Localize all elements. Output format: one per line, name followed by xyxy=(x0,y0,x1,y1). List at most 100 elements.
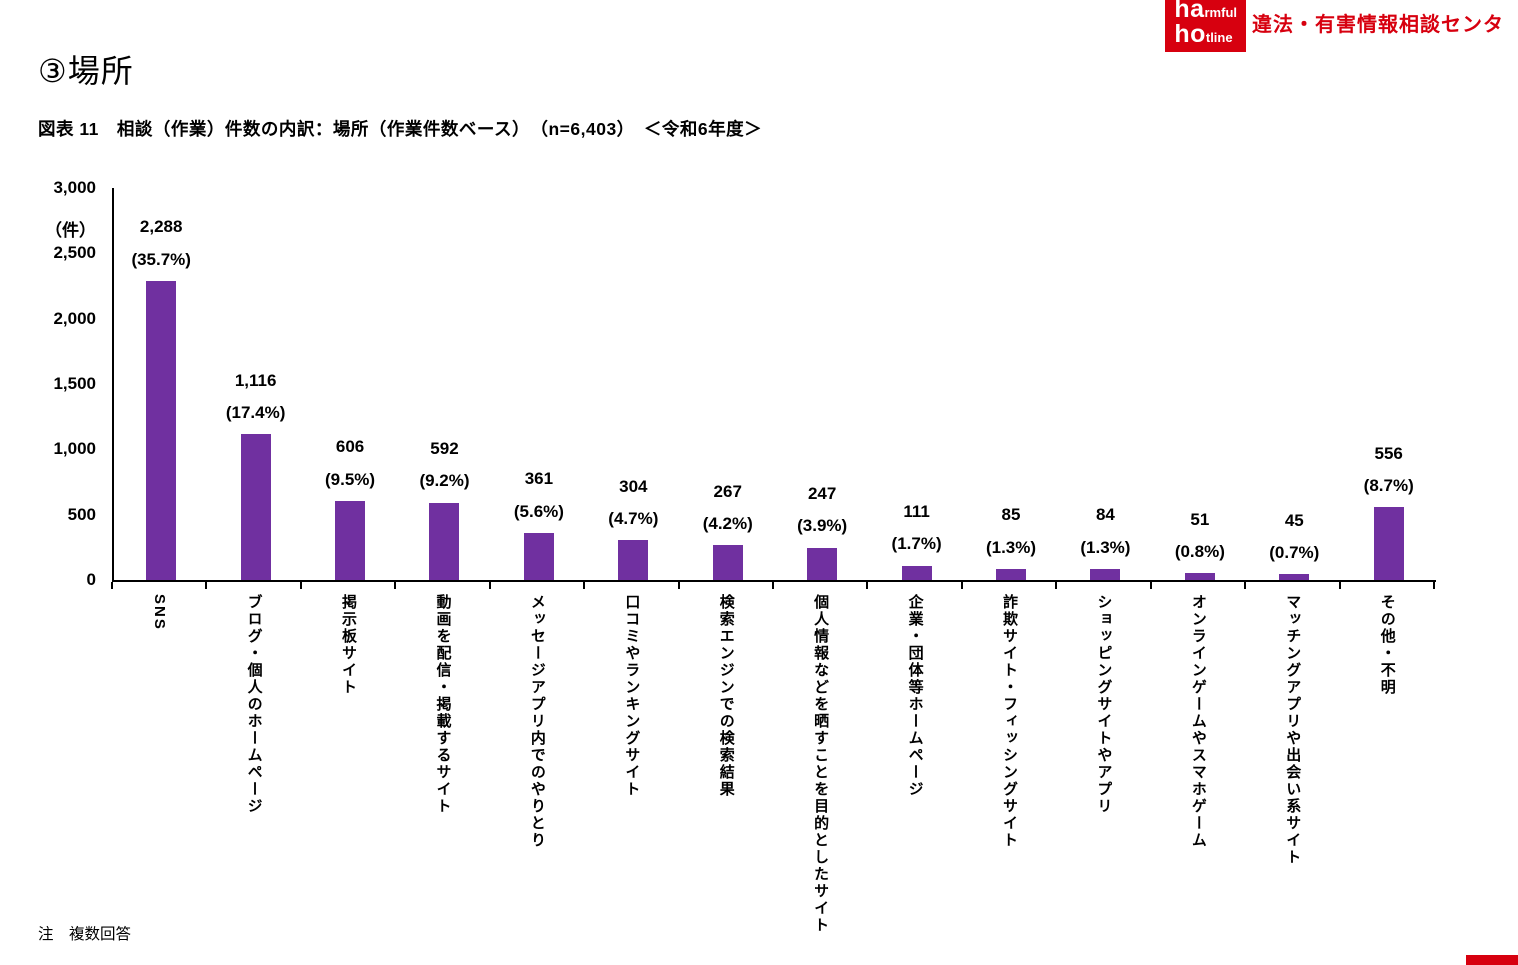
chart-column: 84 (1.3%) xyxy=(1058,188,1152,580)
logo-tline: tline xyxy=(1205,30,1233,45)
bar xyxy=(1279,574,1310,580)
x-tick-mark xyxy=(961,582,963,589)
bar-count: 267 xyxy=(713,481,742,501)
bar xyxy=(429,502,460,580)
bar-percent: (9.5%) xyxy=(325,469,376,489)
category-label: 動画を配信・掲載するサイト xyxy=(434,594,452,815)
bar-percent: (8.7%) xyxy=(1363,476,1414,496)
chart-column: 267 (4.2%) xyxy=(681,188,775,580)
bar xyxy=(901,565,932,580)
hotline-logo-mark: harmful hotline xyxy=(1165,0,1246,52)
bar-value-label: 51 (0.8%) xyxy=(1175,504,1225,569)
category-label: その他・不明 xyxy=(1378,594,1396,696)
y-tick-label: 2,500 xyxy=(53,243,96,263)
y-tick-label: 2,000 xyxy=(53,308,96,328)
x-tick-mark xyxy=(866,582,868,589)
category-label: 個人情報などを晒すことを目的としたサイト xyxy=(812,594,830,934)
bar-count: 606 xyxy=(335,437,365,457)
category-cell: ブログ・個人のホームページ xyxy=(206,582,300,815)
bar-value-label: 247 (3.9%) xyxy=(797,478,847,543)
chart-column: 556 (8.7%) xyxy=(1341,188,1435,580)
x-tick-mark xyxy=(1150,582,1152,589)
category-label: 口コミやランキングサイト xyxy=(623,594,641,798)
footnote: 注 複数回答 xyxy=(38,926,132,943)
bar-value-label: 85 (1.3%) xyxy=(986,499,1036,564)
category-cell: ショッピングサイトやアプリ xyxy=(1056,582,1150,815)
bar xyxy=(523,532,554,580)
bar-value-label: 45 (0.7%) xyxy=(1269,505,1319,570)
bar-percent: (4.2%) xyxy=(702,513,753,533)
category-cell: その他・不明 xyxy=(1339,582,1433,696)
logo-ha: ha xyxy=(1174,0,1205,23)
bar-value-label: 111 (1.7%) xyxy=(892,496,942,561)
bar xyxy=(712,545,743,580)
bar-value-label: 592 (9.2%) xyxy=(419,433,469,498)
y-tick-label: 500 xyxy=(67,504,96,524)
bar-percent: (3.9%) xyxy=(797,516,848,536)
category-label: 検索エンジンでの検索結果 xyxy=(717,594,735,798)
bar-percent: (0.8%) xyxy=(1174,542,1225,562)
category-cell: マッチングアプリや出会い系サイト xyxy=(1245,582,1339,866)
bar-percent: (0.7%) xyxy=(1269,542,1320,562)
bar-count: 2,288 xyxy=(139,217,183,237)
bar xyxy=(618,540,649,580)
chart-column: 2,288 (35.7%) xyxy=(114,188,208,580)
x-tick-mark xyxy=(772,582,774,589)
bar-percent: (35.7%) xyxy=(131,249,191,269)
category-cell: 動画を配信・掲載するサイト xyxy=(395,582,489,815)
y-tick-label: 1,000 xyxy=(53,439,96,459)
chart-column: 111 (1.7%) xyxy=(869,188,963,580)
bar xyxy=(335,500,366,580)
corner-marker xyxy=(1466,955,1518,965)
y-axis: 0 500 1,000 1,500 2,000 2,500 3,000 xyxy=(0,178,104,589)
bar-count: 51 xyxy=(1190,509,1210,529)
bar-value-label: 2,288 (35.7%) xyxy=(131,211,191,276)
bar-chart: 0 500 1,000 1,500 2,000 2,500 3,000 （件） 2,288 (… xyxy=(0,170,1518,934)
y-axis-unit-label: （件） xyxy=(45,221,96,240)
x-tick-mark xyxy=(300,582,302,589)
bar-count: 592 xyxy=(430,439,459,459)
bar xyxy=(996,568,1026,580)
figure-caption: 図表 11 相談（作業）件数の内訳：場所（作業件数ベース） （n=6,403） … xyxy=(38,119,763,139)
bar xyxy=(807,547,838,580)
bar-percent: (1.3%) xyxy=(985,537,1037,557)
y-tick-label: 0 xyxy=(86,570,96,589)
bar-count: 45 xyxy=(1284,510,1304,530)
chart-column: 606 (9.5%) xyxy=(303,188,397,580)
category-label: マッチングアプリや出会い系サイト xyxy=(1284,594,1302,866)
bar-count: 361 xyxy=(524,469,554,489)
bar xyxy=(1184,573,1215,580)
bar-value-label: 1,116 (17.4%) xyxy=(226,365,286,430)
logo-word-harmful: harmful xyxy=(1174,0,1237,22)
x-tick-mark xyxy=(678,582,680,589)
bar-count: 556 xyxy=(1374,443,1403,463)
category-label: メッセージアプリ内でのやりとり xyxy=(528,594,546,849)
bar-value-label: 84 (1.3%) xyxy=(1080,499,1130,564)
bar-percent: (5.6%) xyxy=(513,501,564,521)
category-cell: 個人情報などを晒すことを目的としたサイト xyxy=(773,582,867,934)
bar xyxy=(240,434,271,580)
chart-column: 247 (3.9%) xyxy=(775,188,869,580)
bar-count: 304 xyxy=(619,476,648,496)
hotline-logo: harmful hotline 違法・有害情報相談センタ xyxy=(1165,0,1504,52)
plot-area: 2,288 (35.7%) 1,116 (17.4%) 606 (9.5%) 592 (9.2… xyxy=(112,188,1436,582)
bar-count: 84 xyxy=(1095,505,1115,525)
chart-column: 1,116 (17.4%) xyxy=(208,188,302,580)
category-cell: 詐欺サイト・フィッシングサイト xyxy=(962,582,1056,849)
bar xyxy=(1373,507,1404,580)
bar-value-label: 556 (8.7%) xyxy=(1364,438,1414,503)
x-tick-mark xyxy=(1339,582,1341,589)
x-tick-mark xyxy=(394,582,396,589)
x-tick-mark xyxy=(489,582,491,589)
logo-ho: ho xyxy=(1174,20,1206,48)
bar-count: 85 xyxy=(1001,505,1021,525)
bar-value-label: 606 (9.5%) xyxy=(325,431,375,496)
hotline-logo-tagline: 違法・有害情報相談センタ xyxy=(1252,14,1504,36)
bar-percent: (1.7%) xyxy=(891,534,942,554)
category-label: SNS xyxy=(151,594,169,631)
category-cell: オンラインゲームやスマホゲーム xyxy=(1151,582,1245,849)
bar-percent: (9.2%) xyxy=(419,471,470,491)
category-cell: SNS xyxy=(112,582,206,631)
x-tick-mark xyxy=(111,582,113,589)
